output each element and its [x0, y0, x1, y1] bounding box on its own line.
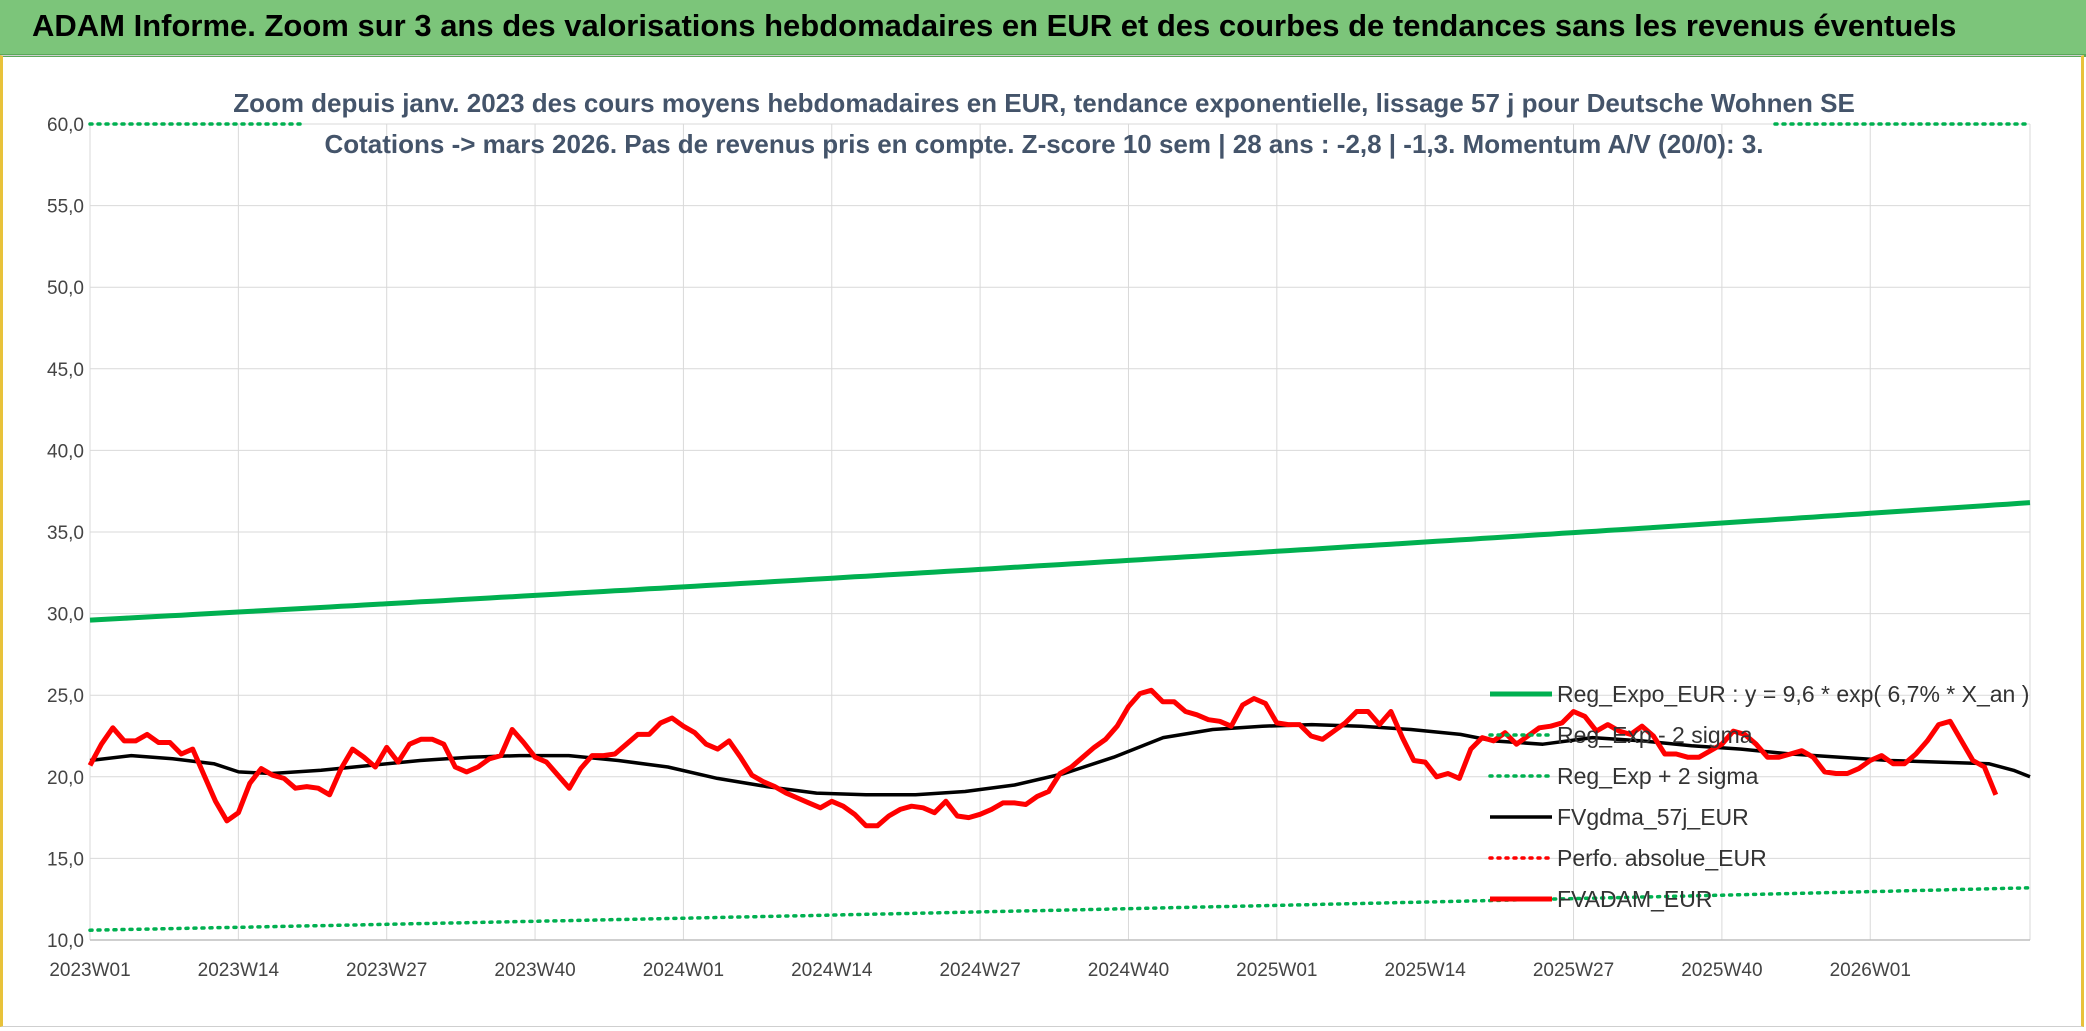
legend-label: Reg_Exp - 2 sigma	[1557, 722, 1753, 748]
legend-label: Reg_Exp + 2 sigma	[1557, 763, 1759, 789]
legend-label: Perfo. absolue_EUR	[1557, 845, 1767, 871]
y-tick-label: 40,0	[47, 441, 84, 462]
y-tick-label: 35,0	[47, 523, 84, 544]
x-tick-label: 2025W40	[1681, 960, 1762, 981]
x-tick-label: 2025W01	[1236, 960, 1317, 981]
title-banner: ADAM Informe. Zoom sur 3 ans des valoris…	[0, 0, 2086, 57]
x-tick-label: 2023W14	[198, 960, 280, 981]
x-tick-label: 2025W14	[1385, 960, 1467, 981]
y-tick-label: 25,0	[47, 686, 84, 707]
chart-frame	[0, 55, 2084, 1027]
series-line-0	[89, 500, 2031, 623]
x-tick-label: 2025W27	[1533, 960, 1614, 981]
y-tick-label: 15,0	[47, 849, 84, 870]
x-tick-label: 2023W27	[346, 960, 427, 981]
x-tick-label: 2023W01	[49, 960, 130, 981]
y-tick-label: 50,0	[47, 278, 84, 299]
banner-title: ADAM Informe. Zoom sur 3 ans des valoris…	[32, 8, 1957, 43]
chart-subtitle: Cotations -> mars 2026. Pas de revenus p…	[324, 129, 1763, 159]
y-tick-label: 45,0	[47, 360, 84, 381]
x-tick-label: 2024W27	[939, 960, 1020, 981]
legend-label: FVADAM_EUR	[1557, 886, 1713, 912]
y-tick-label: 10,0	[47, 931, 84, 952]
legend: Reg_Expo_EUR : y = 9,6 * exp( 6,7% * X_a…	[1488, 681, 2029, 912]
y-tick-label: 60,0	[47, 115, 84, 136]
x-tick-label: 2024W14	[791, 960, 873, 981]
legend-label: FVgdma_57j_EUR	[1557, 804, 1749, 830]
series-group	[87, 122, 2032, 932]
axes: 10,0 15,0 20,0 25,0 30,0 35,0 40,0 45,0 50,0 55,0…	[47, 115, 2030, 981]
series-line-5	[87, 687, 1999, 829]
x-tick-label: 2023W40	[494, 960, 575, 981]
chart-title: Zoom depuis janv. 2023 des cours moyens …	[233, 88, 1855, 118]
series-line-1	[88, 886, 2032, 932]
x-tick-label: 2024W01	[643, 960, 724, 981]
y-tick-label: 55,0	[47, 197, 84, 218]
x-tick-label: 2026W01	[1830, 960, 1911, 981]
y-tick-label: 30,0	[47, 605, 84, 626]
legend-label: Reg_Expo_EUR : y = 9,6 * exp( 6,7% * X_a…	[1557, 681, 2029, 707]
y-tick-label: 20,0	[47, 768, 84, 789]
x-tick-label: 2024W40	[1088, 960, 1169, 981]
